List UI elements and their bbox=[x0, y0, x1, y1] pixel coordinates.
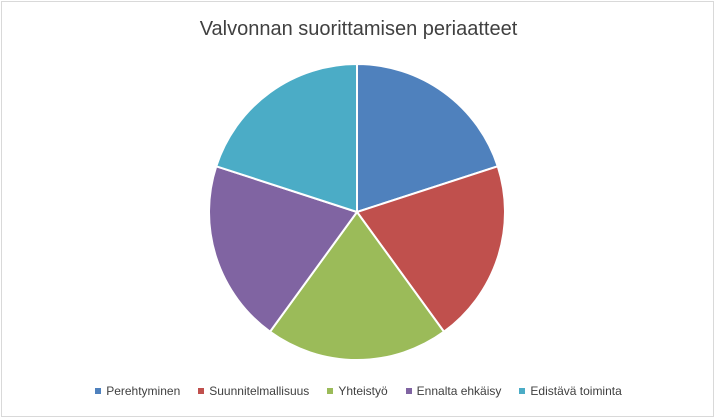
pie-slice-suunnitelmallisuus bbox=[355, 165, 506, 334]
legend-marker-suunnitelmallisuus bbox=[198, 388, 205, 394]
legend-item-ennalta-ehkaisy: Ennalta ehkäisy bbox=[405, 384, 502, 398]
legend-item-yhteistyo: Yhteistyö bbox=[327, 384, 388, 398]
legend-label-perehtyminen: Perehtyminen bbox=[106, 384, 181, 398]
legend-label-suunnitelmallisuus: Suunnitelmallisuus bbox=[209, 384, 310, 398]
legend: Perehtyminen Suunnitelmallisuus Yhteisty… bbox=[0, 384, 717, 398]
legend-label-ennalta-ehkaisy: Ennalta ehkäisy bbox=[416, 384, 502, 398]
chart-title: Valvonnan suorittamisen periaatteet bbox=[199, 18, 518, 40]
pie-slice-yhteistyo bbox=[268, 210, 446, 361]
legend-label-yhteistyo: Yhteistyö bbox=[338, 384, 388, 398]
legend-marker-perehtyminen bbox=[95, 388, 102, 394]
legend-marker-ennalta-ehkaisy bbox=[405, 388, 412, 394]
legend-label-edistava-toiminta: Edistävä toiminta bbox=[530, 384, 622, 398]
legend-marker-yhteistyo bbox=[327, 388, 334, 394]
pie-slice-perehtyminen bbox=[356, 62, 500, 214]
legend-item-suunnitelmallisuus: Suunnitelmallisuus bbox=[198, 384, 309, 398]
pie-slice-edistava-toiminta bbox=[214, 62, 358, 214]
legend-marker-edistava-toiminta bbox=[519, 388, 526, 394]
legend-item-edistava-toiminta: Edistävä toiminta bbox=[519, 384, 622, 398]
pie-slice-ennalta-ehkaisy bbox=[208, 165, 359, 334]
legend-item-perehtyminen: Perehtyminen bbox=[95, 384, 180, 398]
